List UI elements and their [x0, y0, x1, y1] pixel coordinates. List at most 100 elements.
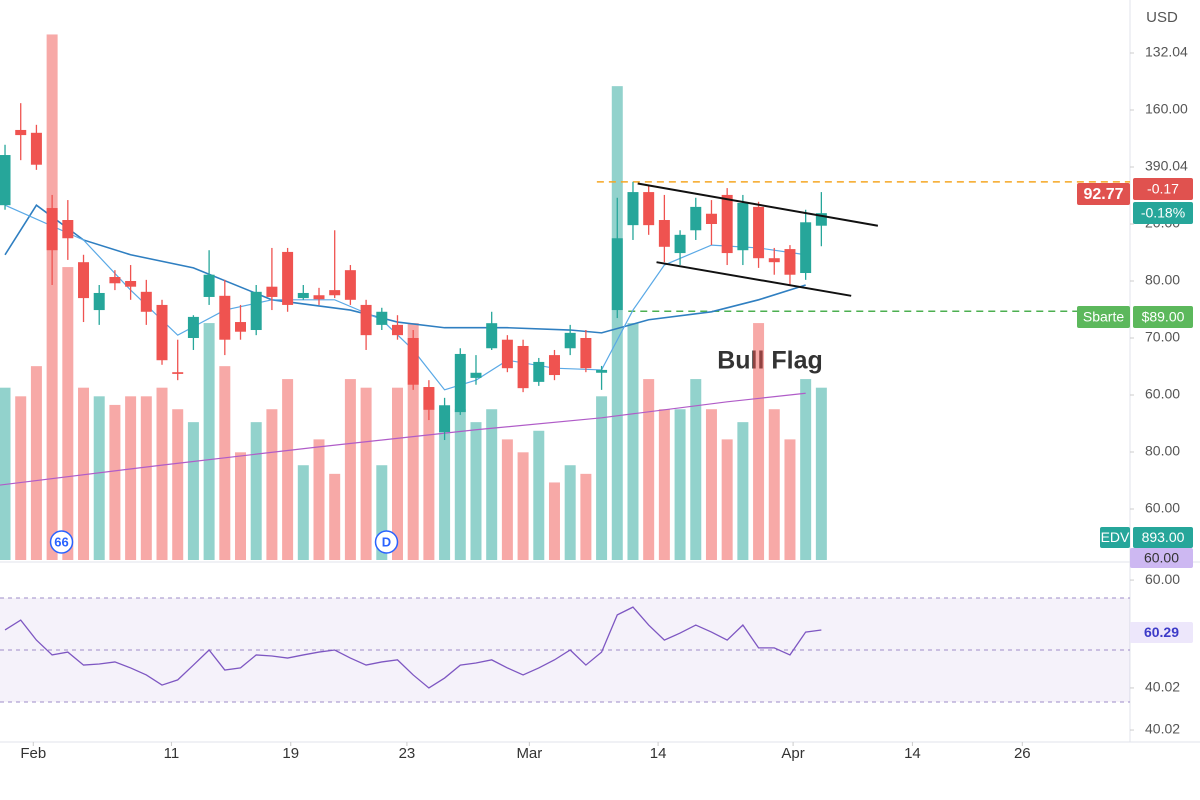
- volume-bar: [78, 387, 90, 560]
- x-tick-label: 26: [1014, 745, 1031, 762]
- y-tick-label: 60.00: [1145, 386, 1180, 402]
- candle-body: [187, 316, 199, 338]
- x-tick-label: 14: [904, 745, 921, 762]
- volume-bar: [282, 379, 294, 560]
- badge-label: Sbarte: [1083, 309, 1124, 325]
- y-tick-label: 80.00: [1145, 443, 1180, 459]
- badge-box: [1133, 527, 1193, 548]
- x-tick-label: 19: [282, 745, 299, 762]
- volume-bar: [768, 409, 780, 560]
- volume-bar: [125, 396, 137, 560]
- candle-body: [674, 234, 686, 254]
- badge-box: [1077, 306, 1130, 328]
- candle-body: [470, 372, 482, 378]
- badge-box: [1133, 202, 1193, 224]
- candle-body: [219, 295, 231, 340]
- volume-bar: [658, 409, 670, 560]
- volume-bar: [533, 430, 545, 560]
- volume-bar: [611, 86, 623, 561]
- volume-bar: [439, 430, 451, 560]
- candle-body: [721, 194, 733, 254]
- volume-bar: [580, 473, 592, 560]
- price-badge: -0.17: [1133, 178, 1193, 200]
- x-tick-label: 11: [164, 745, 180, 762]
- volume-bar: [548, 482, 560, 560]
- volume-bar: [46, 34, 58, 560]
- rsi-tick-label: 60.00: [1145, 571, 1180, 587]
- candle-body: [156, 304, 168, 361]
- volume-bar: [674, 409, 686, 560]
- price-badge: 92.77: [1077, 183, 1130, 205]
- candle-body: [360, 304, 372, 336]
- candle-body: [93, 292, 105, 311]
- volume-bar: [156, 387, 168, 560]
- trendline: [637, 182, 879, 227]
- candle-body: [517, 345, 529, 389]
- rsi-band: [0, 598, 1130, 702]
- volume-bar: [344, 379, 356, 560]
- y-tick-label: 70.00: [1145, 329, 1180, 345]
- badge-label: 893.00: [1142, 529, 1185, 545]
- volume-bar: [266, 409, 278, 560]
- price-badge: 60.00: [1130, 548, 1193, 568]
- volume-bar: [360, 387, 372, 560]
- volume-bar: [235, 452, 247, 560]
- volume-bar: [705, 409, 717, 560]
- x-tick-label: 14: [650, 745, 667, 762]
- candle-body: [62, 220, 74, 239]
- candle-body: [753, 206, 765, 259]
- candle-body: [501, 339, 513, 369]
- volume-bar: [454, 409, 466, 560]
- badge-label: -0.17: [1147, 181, 1179, 197]
- volume-bar: [690, 379, 702, 560]
- rsi-line: [4, 606, 822, 689]
- candle-body: [15, 129, 27, 136]
- volume-bar: [643, 379, 655, 560]
- volume-bar: [250, 422, 262, 560]
- candle-body: [596, 369, 608, 373]
- badge-label: 60.29: [1144, 624, 1179, 640]
- badge-box: [1133, 178, 1193, 200]
- badge-label: 60.00: [1144, 550, 1179, 566]
- candle-body: [313, 295, 325, 300]
- volume-bar: [297, 465, 309, 560]
- volume-bar: [423, 387, 435, 560]
- candle-body: [125, 280, 137, 287]
- volume-bar: [313, 439, 325, 560]
- price-badge: Sbarte: [1077, 306, 1130, 328]
- event-marker: D: [374, 530, 399, 554]
- volume-bar: [30, 366, 42, 560]
- x-tick-label: 23: [399, 745, 416, 762]
- moving-average: [4, 204, 806, 391]
- candle-body: [486, 323, 498, 349]
- currency: USD: [1146, 9, 1178, 26]
- badge-box: [1077, 183, 1130, 205]
- moving-average: [4, 204, 806, 334]
- volume-bar: [501, 439, 513, 560]
- candle-body: [172, 372, 184, 374]
- volume-bar: [486, 409, 498, 560]
- volume-bar: [62, 267, 74, 560]
- candle-body: [580, 337, 592, 369]
- price-badge: $89.00: [1133, 306, 1193, 328]
- volume-bar: [140, 396, 152, 560]
- candle-body: [109, 277, 121, 284]
- badge-label: 92.77: [1083, 186, 1123, 203]
- candle-body: [30, 132, 42, 165]
- badge-label: -0.18%: [1141, 205, 1185, 221]
- volume-bar: [329, 473, 341, 560]
- volume-bar: [721, 439, 733, 560]
- candle-body: [344, 270, 356, 300]
- x-tick-label: Feb: [20, 745, 46, 762]
- candle-body: [297, 292, 309, 299]
- candle-body: [737, 202, 749, 251]
- y-tick-label: 160.00: [1145, 101, 1188, 117]
- volume-bar: [172, 409, 184, 560]
- badge-box: [1100, 527, 1130, 548]
- candle-body: [815, 213, 827, 226]
- candle-body: [266, 286, 278, 297]
- volume-bar: [815, 387, 827, 560]
- volume-bar: [93, 396, 105, 560]
- candle-body: [454, 353, 466, 413]
